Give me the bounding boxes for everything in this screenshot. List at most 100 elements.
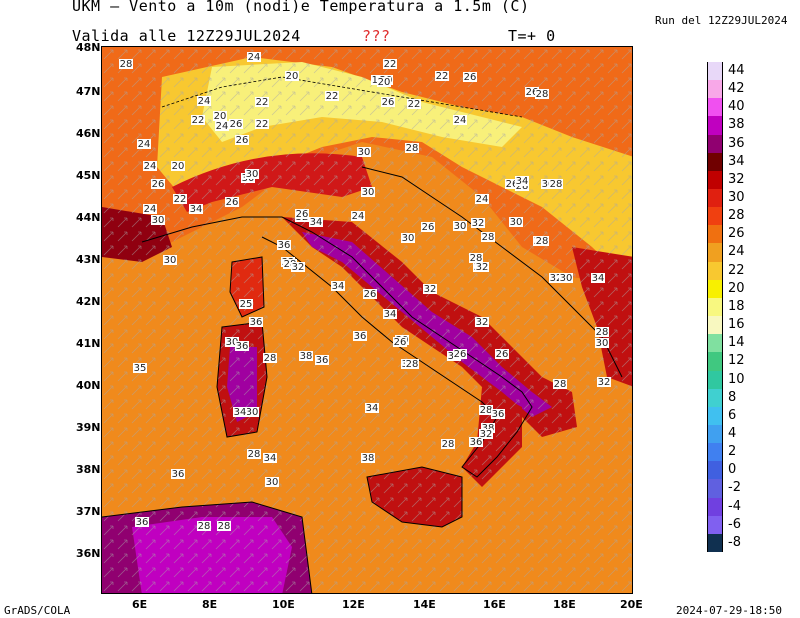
isotherm-label: 24 [215, 121, 229, 132]
svg-text:30: 30 [164, 255, 177, 266]
isotherm-label: 22 [255, 119, 269, 130]
svg-text:28: 28 [248, 449, 261, 460]
colorbar-segment [707, 297, 723, 317]
svg-text:32: 32 [476, 317, 489, 328]
svg-text:32: 32 [292, 262, 305, 273]
map-title: UKM – Vento a 10m (nodi)e Temperatura a … [72, 0, 530, 15]
svg-text:36: 36 [278, 240, 291, 251]
colorbar-level-label: 44 [728, 63, 745, 78]
isotherm-label: 24 [143, 161, 157, 172]
colorbar-segment [707, 334, 723, 353]
svg-text:28: 28 [482, 232, 495, 243]
svg-text:34: 34 [366, 403, 379, 414]
svg-text:28: 28 [218, 521, 231, 532]
svg-text:28: 28 [536, 236, 549, 247]
isotherm-label: 30 [401, 233, 415, 244]
colorbar-level-label: 38 [728, 117, 745, 133]
svg-text:24: 24 [144, 161, 157, 172]
colorbar-level-label: 22 [728, 262, 745, 278]
colorbar-segment [707, 152, 723, 172]
svg-text:28: 28 [406, 359, 419, 370]
svg-text:30: 30 [454, 221, 467, 232]
colorbar-segment [707, 533, 723, 553]
longitude-label: 20E [620, 598, 643, 611]
wind-vector-overlay [102, 47, 632, 593]
valid-time-label: Valida alle 12Z29JUL2024 [72, 27, 301, 45]
isotherm-label: 24 [143, 204, 157, 215]
isotherm-label: 28 [405, 143, 419, 154]
colorbar-segment [707, 515, 723, 535]
svg-text:25: 25 [240, 299, 253, 310]
isotherm-label: 30 [453, 221, 467, 232]
svg-text:20: 20 [172, 161, 185, 172]
colorbar-segment [707, 243, 723, 263]
svg-text:24: 24 [138, 139, 151, 150]
latitude-label: 41N [76, 337, 101, 350]
svg-text:30: 30 [266, 477, 279, 488]
isotherm-label: 30 [225, 337, 239, 348]
isotherm-label: 28 [405, 359, 419, 370]
colorbar-segment [707, 80, 723, 99]
colorbar-level-label: 34 [728, 153, 745, 169]
isotherm-label: 20 [213, 111, 227, 122]
isotherm-label: 28 [441, 439, 455, 450]
isotherm-label: 26 [495, 349, 509, 360]
svg-text:28: 28 [550, 179, 563, 190]
svg-text:38: 38 [362, 453, 375, 464]
colorbar-level-label: -8 [728, 534, 741, 550]
colorbar-segment [707, 479, 723, 499]
svg-text:22: 22 [174, 194, 187, 205]
colorbar-segment [707, 370, 723, 390]
svg-text:32: 32 [480, 429, 493, 440]
colorbar-level-label: 18 [728, 298, 745, 314]
latitude-label: 48N [76, 41, 101, 54]
latitude-label: 37N [76, 505, 101, 518]
isotherm-label: 30 [595, 338, 609, 349]
isotherm-label: 26 [235, 135, 249, 146]
svg-text:28: 28 [442, 439, 455, 450]
colorbar-segment [707, 98, 723, 117]
svg-text:22: 22 [326, 91, 339, 102]
colorbar-segment [707, 461, 723, 480]
isotherm-label: 24 [137, 139, 151, 150]
isotherm-label: 32 [549, 273, 563, 284]
svg-text:24: 24 [248, 52, 261, 63]
svg-text:30: 30 [560, 273, 573, 284]
longitude-label: 14E [413, 598, 436, 611]
run-label: Run del 12Z29JUL2024 [655, 14, 788, 27]
svg-text:20: 20 [214, 111, 227, 122]
credit-label: GrADS/COLA [4, 604, 71, 617]
temperature-wind-map: 2824201820222022262628242222262224222024… [101, 46, 633, 594]
isotherm-label: 34 [383, 309, 397, 320]
isotherm-label: 24 [475, 194, 489, 205]
isotherm-label: 26 [393, 337, 407, 348]
colorbar-level-label: 8 [728, 389, 737, 405]
isotherm-label: 24 [351, 211, 365, 222]
isotherm-label: 26 [421, 222, 435, 233]
svg-text:30: 30 [246, 407, 259, 418]
isotherm-label: 30 [361, 187, 375, 198]
isotherm-label: 20 [377, 77, 391, 88]
colorbar-segment [707, 134, 723, 154]
isotherm-label: 32 [597, 377, 611, 388]
isotherm-label: 36 [353, 331, 367, 342]
isotherm-label: 32 [423, 284, 437, 295]
svg-text:32: 32 [424, 284, 437, 295]
svg-text:30: 30 [510, 217, 523, 228]
longitude-label: 12E [342, 598, 365, 611]
isotherm-label: 22 [255, 97, 269, 108]
colorbar-level-label: 12 [728, 353, 745, 369]
isotherm-label: 30 [559, 273, 573, 284]
colorbar-level-label: 0 [728, 462, 737, 478]
longitude-label: 6E [132, 598, 148, 611]
svg-text:34: 34 [234, 407, 247, 418]
svg-text:22: 22 [408, 99, 421, 110]
colorbar-level-label: 2 [728, 444, 737, 460]
isotherm-label: 26 [463, 72, 477, 83]
colorbar-level-label: -6 [728, 516, 741, 532]
colorbar-level-label: 20 [728, 280, 745, 296]
colorbar-segment [707, 352, 723, 371]
timestamp-label: 2024-07-29-18:50 [676, 604, 782, 617]
svg-text:34: 34 [332, 281, 345, 292]
colorbar-segment [707, 207, 723, 226]
